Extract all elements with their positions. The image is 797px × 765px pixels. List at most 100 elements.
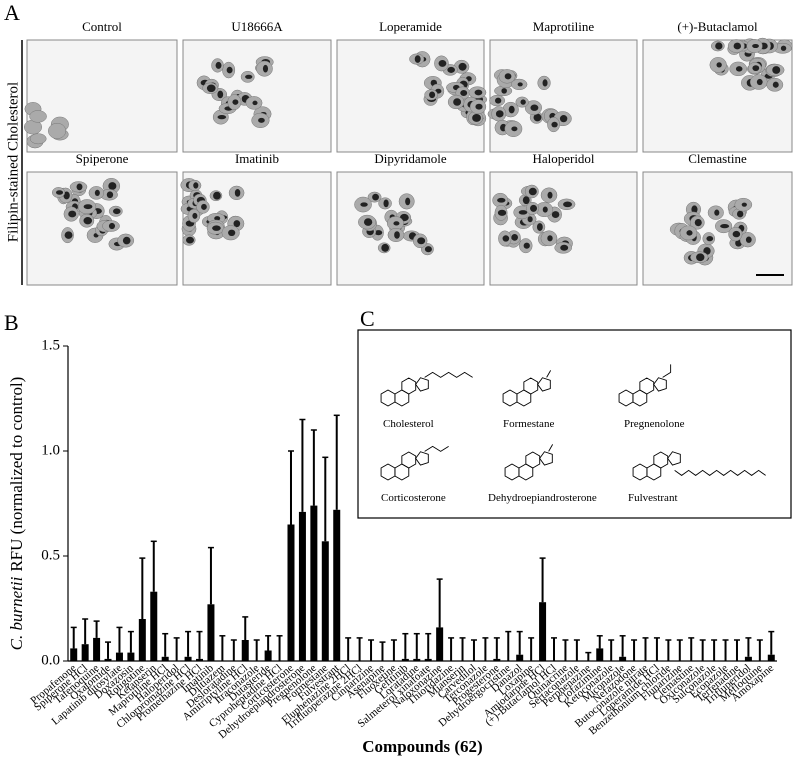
y-axis-label-rest: RFU (normalized to control): [7, 377, 26, 572]
bar: [104, 658, 112, 661]
cell-stain: [83, 204, 93, 210]
ring: [523, 377, 539, 395]
cell-stain: [504, 73, 512, 80]
cell-stain: [523, 242, 530, 249]
cell-stain: [453, 98, 462, 106]
cell-stain: [502, 235, 510, 242]
cell-stain: [472, 114, 481, 122]
panel-letter: C: [360, 306, 375, 331]
cell-stain: [252, 100, 258, 106]
bar: [321, 541, 329, 661]
cell: [29, 110, 47, 123]
cell-stain: [94, 189, 100, 196]
bar: [264, 650, 272, 661]
compound-name: Pregnenolone: [624, 418, 685, 430]
image-title: Spiperone: [76, 151, 129, 166]
image-title: U18666A: [231, 19, 283, 34]
bar: [744, 656, 752, 661]
cell-stain: [560, 244, 569, 251]
cell-stain: [122, 236, 131, 245]
cell-stain: [716, 62, 722, 68]
ring: [415, 451, 429, 466]
cell-stain: [192, 212, 198, 219]
y-tick-label: 0.0: [41, 652, 60, 668]
cell-stain: [694, 218, 702, 227]
side-label: Filipin-stained Cholesterol: [5, 82, 21, 242]
cell-stain: [414, 55, 421, 63]
y-tick-label: 1.0: [41, 442, 60, 458]
compound-name: Corticosterone: [381, 492, 446, 504]
cell-stain: [460, 90, 468, 96]
cell-stain: [547, 191, 553, 199]
cell-stain: [563, 201, 572, 208]
panel-letter: B: [4, 310, 19, 335]
cell-stain: [474, 89, 483, 96]
cell: [48, 122, 67, 139]
cell-stain: [417, 237, 426, 245]
cell-stain: [64, 231, 73, 239]
ring: [618, 389, 634, 407]
panel-letter: A: [4, 0, 20, 25]
cell-stain: [424, 246, 432, 253]
bar: [161, 656, 169, 661]
bar: [516, 654, 524, 661]
cell-stain: [745, 236, 752, 243]
micrograph: [182, 171, 332, 286]
cell-stain: [374, 230, 383, 236]
cell-stain: [429, 91, 436, 99]
bar: [115, 652, 123, 661]
cell-stain: [772, 66, 781, 74]
cell-stain: [383, 199, 389, 208]
cell-stain: [201, 203, 207, 210]
bar: [493, 658, 501, 661]
bar: [596, 648, 604, 661]
ring: [502, 389, 518, 407]
image-title: (+)-Butaclamol: [677, 19, 758, 34]
image-title: Maprotiline: [533, 19, 595, 34]
side-chain: [662, 364, 672, 378]
cell-stain: [217, 90, 224, 99]
y-tick-label: 1.5: [41, 337, 60, 353]
cell-stain: [372, 193, 379, 201]
cell-stain: [533, 113, 542, 122]
cell-stain: [495, 110, 504, 118]
cell-stain: [735, 66, 743, 72]
cell-stain: [752, 65, 760, 72]
ring: [525, 451, 541, 469]
cell-stain: [517, 82, 523, 87]
bar: [767, 654, 775, 661]
ring: [653, 451, 669, 469]
compound-name: Cholesterol: [383, 418, 434, 430]
micrograph: [336, 171, 485, 286]
x-axis-label: Compounds (62): [362, 737, 482, 756]
cell-stain: [551, 121, 558, 128]
bar: [207, 604, 215, 661]
cell-stain: [715, 42, 723, 50]
cell-stain: [228, 229, 236, 237]
cell-stain: [714, 209, 720, 216]
cell-stain: [522, 196, 530, 205]
cell-stain: [520, 99, 526, 105]
cell-stain: [780, 45, 787, 51]
cell-stain: [113, 208, 121, 215]
side-chain: [674, 469, 766, 476]
y-axis-label: C. burnetii RFU (normalized to control): [7, 377, 26, 651]
bar: [184, 656, 192, 661]
compound-name: Formestane: [503, 418, 554, 430]
bar: [413, 658, 421, 661]
cell-stain: [511, 126, 518, 132]
cell-stain: [495, 97, 502, 104]
cell-stain: [108, 182, 117, 190]
bar: [401, 658, 409, 661]
cell-stain: [363, 218, 373, 226]
side-chain: [548, 444, 554, 452]
cell-stain: [234, 189, 241, 197]
image-title: Imatinib: [235, 151, 279, 166]
cell-stain: [458, 62, 467, 71]
image-title: Haloperidol: [532, 151, 594, 166]
structure-box: [357, 329, 792, 519]
cell-stain: [108, 222, 116, 230]
bar: [127, 652, 135, 661]
y-axis-label-italic: C. burnetii: [7, 576, 26, 650]
